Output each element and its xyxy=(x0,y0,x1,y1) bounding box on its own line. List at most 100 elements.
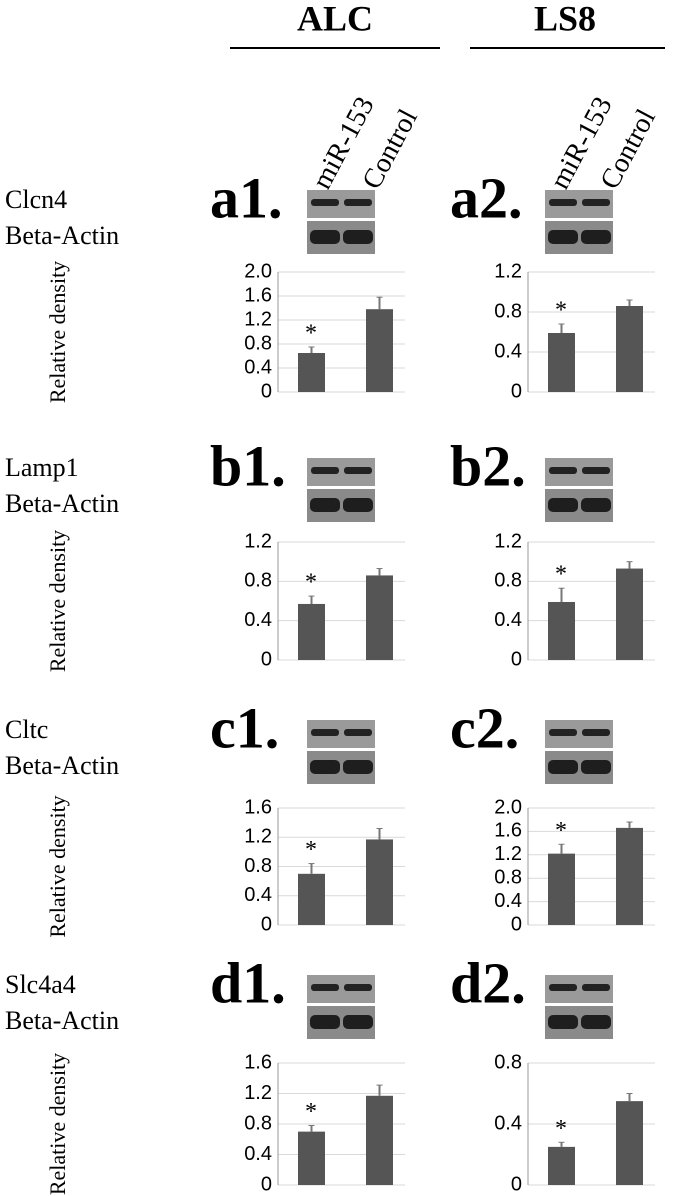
y-tick-label: 0.8 xyxy=(244,1112,272,1134)
blot-band xyxy=(549,467,577,474)
y-tick-label: 1.6 xyxy=(244,284,272,306)
blot-band xyxy=(310,230,340,244)
panel-label: a1. xyxy=(210,165,283,230)
loading-label: Beta-Actin xyxy=(5,489,119,518)
y-tick-label: 1.2 xyxy=(244,826,272,848)
bar xyxy=(548,601,575,660)
blot-band xyxy=(581,498,611,512)
blot-band xyxy=(548,1015,578,1029)
bar xyxy=(548,1146,575,1185)
column-title: ALC xyxy=(297,0,373,38)
blot-band xyxy=(581,1015,611,1029)
y-axis-label: Relative density xyxy=(45,1053,70,1195)
y-tick-label: 0.8 xyxy=(494,300,522,322)
blot-band xyxy=(343,498,373,512)
y-tick-label: 0.8 xyxy=(244,332,272,354)
significance: * xyxy=(305,1099,317,1125)
y-tick-label: 0.8 xyxy=(244,570,272,592)
blot-band xyxy=(311,199,339,206)
blot-band xyxy=(311,984,339,991)
y-tick-label: 0.4 xyxy=(494,340,522,362)
y-tick-label: 0.8 xyxy=(494,1051,522,1073)
y-tick-label: 1.6 xyxy=(244,796,272,818)
y-tick-label: 1.2 xyxy=(244,308,272,330)
blot-band xyxy=(344,729,372,736)
loading-label: Beta-Actin xyxy=(5,1006,119,1035)
blot-band xyxy=(344,199,372,206)
blot-band xyxy=(548,498,578,512)
y-tick-label: 0 xyxy=(261,648,272,670)
y-axis-label: Relative density xyxy=(45,795,70,937)
protein-label: Clcn4 xyxy=(5,185,67,214)
blot-band xyxy=(311,467,339,474)
blot-band xyxy=(548,230,578,244)
panel-label: c2. xyxy=(450,695,519,760)
significance: * xyxy=(305,837,317,863)
significance: * xyxy=(555,1116,567,1142)
y-tick-label: 2.0 xyxy=(244,260,272,282)
loading-label: Beta-Actin xyxy=(5,751,119,780)
blot-band xyxy=(549,984,577,991)
significance: * xyxy=(555,298,567,324)
significance: * xyxy=(555,562,567,588)
blot-band xyxy=(582,467,610,474)
blot-band xyxy=(343,230,373,244)
y-tick-label: 0 xyxy=(511,648,522,670)
panel-label: b2. xyxy=(450,433,526,498)
bar xyxy=(548,853,575,925)
y-tick-label: 1.2 xyxy=(244,1082,272,1104)
y-tick-label: 0.4 xyxy=(244,1143,272,1165)
bar xyxy=(616,827,643,925)
y-tick-label: 0 xyxy=(261,913,272,935)
blot-band xyxy=(582,984,610,991)
blot-band xyxy=(582,729,610,736)
bar xyxy=(548,333,575,392)
y-tick-label: 0.4 xyxy=(244,884,272,906)
bar xyxy=(616,306,643,392)
blot-band xyxy=(343,760,373,774)
y-tick-label: 1.2 xyxy=(494,843,522,865)
y-tick-label: 0 xyxy=(261,1173,272,1195)
blot-band xyxy=(310,1015,340,1029)
blot-band xyxy=(582,199,610,206)
bar xyxy=(616,1101,643,1185)
y-tick-label: 2.0 xyxy=(494,796,522,818)
bar xyxy=(616,568,643,660)
y-tick-label: 1.6 xyxy=(244,1051,272,1073)
bar xyxy=(298,353,325,392)
significance: * xyxy=(305,321,317,347)
bar xyxy=(366,309,393,392)
y-tick-label: 1.2 xyxy=(494,260,522,282)
significance: * xyxy=(305,570,317,596)
y-tick-label: 0 xyxy=(261,380,272,402)
panel-label: d1. xyxy=(210,950,286,1015)
y-tick-label: 0 xyxy=(511,913,522,935)
y-tick-label: 1.6 xyxy=(494,820,522,842)
protein-label: Slc4a4 xyxy=(5,970,76,999)
blot-band xyxy=(343,1015,373,1029)
blot-band xyxy=(311,729,339,736)
panel-label: b1. xyxy=(210,433,286,498)
bar xyxy=(366,839,393,925)
blot-band xyxy=(344,467,372,474)
blot-band xyxy=(549,729,577,736)
bar xyxy=(366,575,393,660)
protein-label: Cltc xyxy=(5,715,48,744)
y-tick-label: 0 xyxy=(511,1173,522,1195)
panel-label: a2. xyxy=(450,165,523,230)
loading-label: Beta-Actin xyxy=(5,221,119,250)
blot-band xyxy=(549,199,577,206)
significance: * xyxy=(555,818,567,844)
bar xyxy=(298,603,325,660)
protein-label: Lamp1 xyxy=(5,453,79,482)
y-tick-label: 0 xyxy=(511,380,522,402)
y-tick-label: 0.4 xyxy=(244,609,272,631)
blot-band xyxy=(310,760,340,774)
blot-band xyxy=(581,230,611,244)
panel-label: c1. xyxy=(210,695,279,760)
column-title: LS8 xyxy=(534,0,596,38)
y-tick-label: 0.8 xyxy=(494,866,522,888)
blot-band xyxy=(548,760,578,774)
y-axis-label: Relative density xyxy=(45,530,70,672)
